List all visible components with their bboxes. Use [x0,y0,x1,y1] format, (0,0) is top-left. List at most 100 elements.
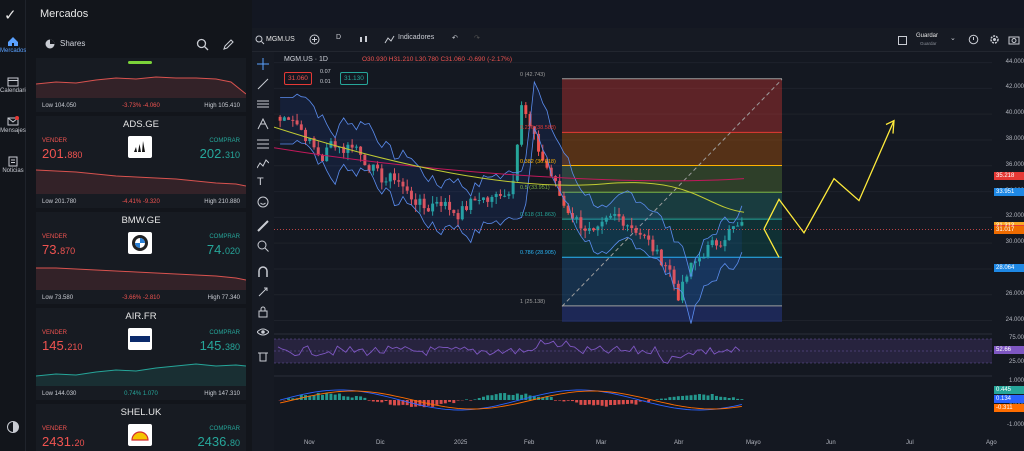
nav-noticias[interactable]: Noticias [0,156,26,174]
nav-calendario[interactable]: Calendario [0,76,29,94]
candle-body [354,146,358,148]
macd-tick-label: 1.000 [1008,378,1024,384]
theme-toggle-icon[interactable] [6,420,20,434]
alert-icon[interactable] [968,34,979,45]
redo-icon[interactable]: ↷ [474,35,480,42]
add-symbol-icon[interactable] [309,34,320,45]
candle-body [325,147,329,162]
buy-button[interactable]: 74.020 [207,242,240,257]
candle-body [363,154,367,166]
trendline-icon[interactable] [257,78,269,90]
nav-mercados[interactable]: Mercados [0,36,26,54]
left-nav: ✓ Mercados Calendario Mensajes Noticias [0,0,29,451]
macd-histogram-bar [376,400,380,402]
sell-price: 73. [42,242,61,257]
fib-retracement-icon[interactable] [257,138,269,150]
candle-body [443,201,447,206]
candle-body [515,144,519,181]
save-button[interactable]: Guardar [916,33,939,39]
candle-body [604,217,608,222]
macd-histogram-bar [477,398,481,400]
sell-price-pill[interactable]: 31.060 [284,72,312,85]
trash-icon[interactable] [257,350,269,362]
candles-icon[interactable] [358,34,369,45]
buy-button[interactable]: 145.380 [200,338,240,353]
macd-histogram-bar [393,400,396,406]
candle-body [452,209,456,214]
symbol-selector[interactable]: MGM.US [266,36,295,43]
macd-histogram-bar [422,400,426,408]
search-icon[interactable] [196,38,209,51]
spread-value-2: 0.01 [320,79,331,85]
candle-body [659,249,663,266]
macd-signal-line [280,390,742,410]
zoom-in-icon[interactable] [257,240,269,252]
gear-icon[interactable] [989,34,1000,45]
undo-icon[interactable]: ↶ [452,35,458,42]
watchlist-card-top[interactable]: Low 104.050 -3.73% -4.060 High 105.410 [36,58,246,112]
pitchfork-icon[interactable] [257,118,269,130]
chart-canvas[interactable] [274,52,1024,451]
macd-histogram-bar [439,400,443,404]
price-tick-label: 42.000 [1005,84,1024,91]
macd-histogram-bar [706,395,710,400]
layout-icon[interactable] [898,36,907,45]
edit-icon[interactable] [222,38,235,51]
watchlist-card-shel[interactable]: SHEL.UK VENDER COMPRAR 2431.20 2436.80 [36,404,246,451]
watchlist-card-ads[interactable]: ADS.GE VENDER COMPRAR 201.880 202.310 Lo… [36,116,246,208]
buy-price: 2436. [197,434,230,449]
candle-body [439,201,443,206]
candle-body [308,138,312,142]
macd-histogram-bar [291,398,295,400]
macd-histogram-bar [481,396,485,400]
candle-body [693,261,697,263]
high-price: High 210.880 [204,199,240,205]
horizontal-lines-icon[interactable] [257,98,269,110]
crosshair-icon[interactable] [257,58,269,70]
candle-body [702,257,706,259]
rsi-band [274,339,992,363]
macd-histogram-bar [723,397,727,400]
fib-level-label: 0.382 (36.018) [520,158,556,165]
sell-button[interactable]: 201.880 [42,146,82,161]
buy-price-pill[interactable]: 31.130 [340,72,368,85]
magnet-icon[interactable] [257,266,269,278]
macd-histogram-bar [655,399,659,400]
pie-chart-icon [45,39,55,49]
buy-button[interactable]: 2436.80 [197,434,240,449]
sell-button[interactable]: 73.870 [42,242,75,257]
fib-zone [562,219,782,258]
watchlist-card-air[interactable]: AIR.FR VENDER COMPRAR 145.210 145.380 Lo… [36,308,246,400]
camera-icon[interactable] [1008,34,1020,45]
indicators-icon[interactable] [384,34,395,45]
text-tool-icon[interactable]: T [257,176,264,188]
candle-body [731,226,735,230]
time-tick-label: 2025 [454,440,468,446]
macd-histogram-bar [558,400,562,401]
chevron-down-icon[interactable]: ⌄ [950,35,956,42]
candle-body [562,195,566,206]
buy-price: 74. [206,242,225,257]
nav-mensajes[interactable]: Mensajes [0,116,26,134]
lock-icon[interactable] [257,306,269,318]
sell-button[interactable]: 2431.20 [42,434,85,449]
ruler-icon[interactable] [257,220,269,232]
home-icon [8,37,18,46]
pattern-icon[interactable] [257,158,269,170]
rsi-tick-label: 25.00 [1008,359,1024,365]
interval-selector[interactable]: D [336,34,342,41]
price-chart[interactable]: MGM.US · 1D O30.930 H31.210 L30.780 C31.… [274,52,1024,451]
candle-body [651,239,655,252]
watchlist-card-bmw[interactable]: BMW.GE VENDER COMPRAR 73.870 74.020 Low … [36,212,246,304]
time-tick-label: Feb [524,440,535,446]
emoji-icon[interactable] [257,196,269,208]
stay-in-drawing-icon[interactable] [257,286,269,298]
eye-icon[interactable] [257,326,269,338]
macd-histogram-bar [473,399,477,400]
candle-body [435,201,439,204]
search-icon[interactable] [255,35,265,45]
sell-button[interactable]: 145.210 [42,338,82,353]
buy-button[interactable]: 202.310 [200,146,240,161]
indicators-button[interactable]: Indicadores [398,34,435,41]
